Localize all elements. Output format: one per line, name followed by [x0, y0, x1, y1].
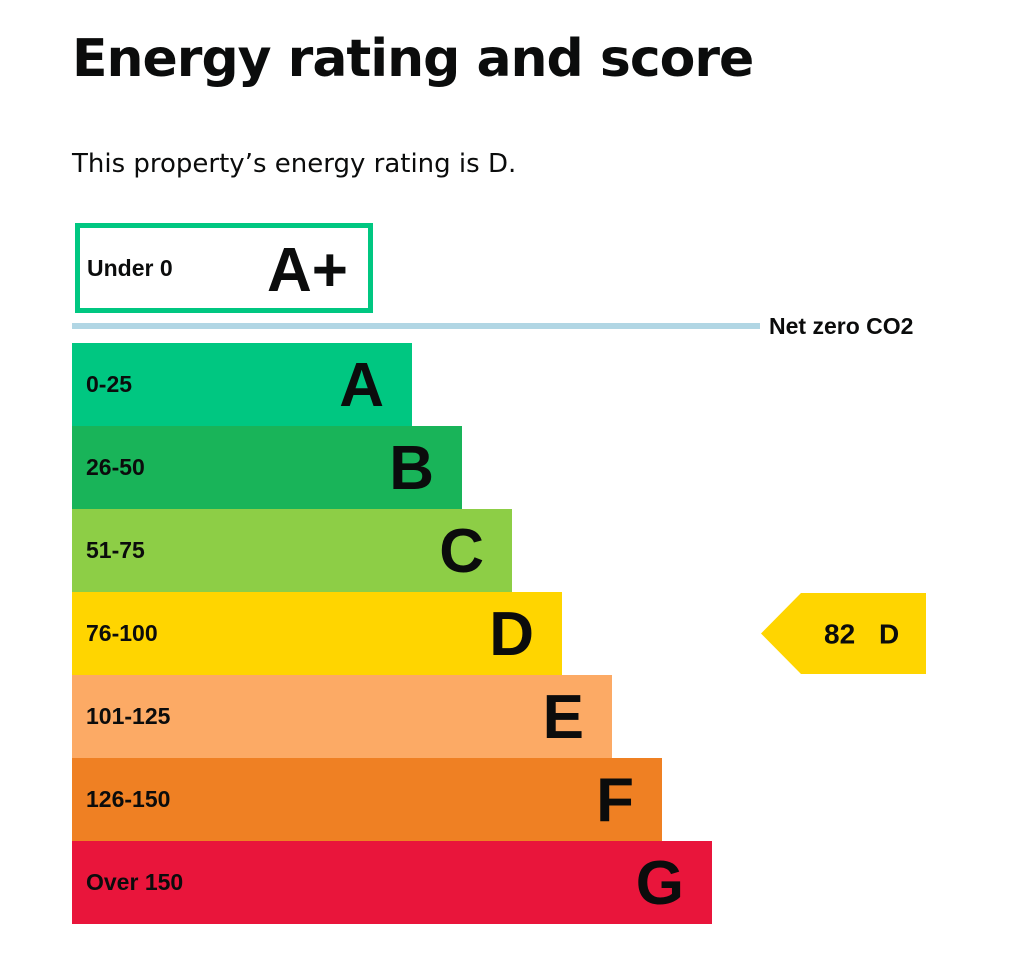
band-d-range: 76-100: [86, 620, 158, 646]
band-b-letter: B: [389, 434, 434, 503]
band-e-bar: [72, 675, 612, 758]
rating-summary: This property’s energy rating is D.: [72, 149, 517, 179]
band-g-range: Over 150: [86, 869, 183, 895]
current-rating-score: 82: [824, 619, 855, 650]
band-aplus-box: [75, 223, 373, 313]
band-c-letter: C: [439, 517, 484, 586]
band-f-letter: F: [596, 766, 634, 835]
band-b-bar: [72, 426, 462, 509]
band-c-bar: [72, 509, 512, 592]
net-zero-label: Net zero CO2: [769, 313, 913, 339]
current-rating-arrow: [761, 593, 926, 674]
band-g-bar: [72, 841, 712, 924]
band-c-range: 51-75: [86, 537, 145, 563]
band-d-bar: [72, 592, 562, 675]
page-title: Energy rating and score: [72, 29, 754, 89]
band-f-bar: [72, 758, 662, 841]
current-rating-letter: D: [879, 619, 899, 650]
band-g-letter: G: [636, 849, 684, 918]
band-a-bar: [72, 343, 412, 426]
band-a-letter: A: [339, 351, 384, 420]
band-f-range: 126-150: [86, 786, 170, 812]
band-aplus-letter: A+: [267, 236, 348, 305]
band-a-range: 0-25: [86, 371, 132, 397]
band-e-letter: E: [543, 683, 584, 752]
band-aplus-range: Under 0: [87, 255, 173, 281]
band-e-range: 101-125: [86, 703, 171, 729]
net-zero-line: [72, 323, 760, 329]
band-d-letter: D: [489, 600, 534, 669]
band-b-range: 26-50: [86, 454, 145, 480]
